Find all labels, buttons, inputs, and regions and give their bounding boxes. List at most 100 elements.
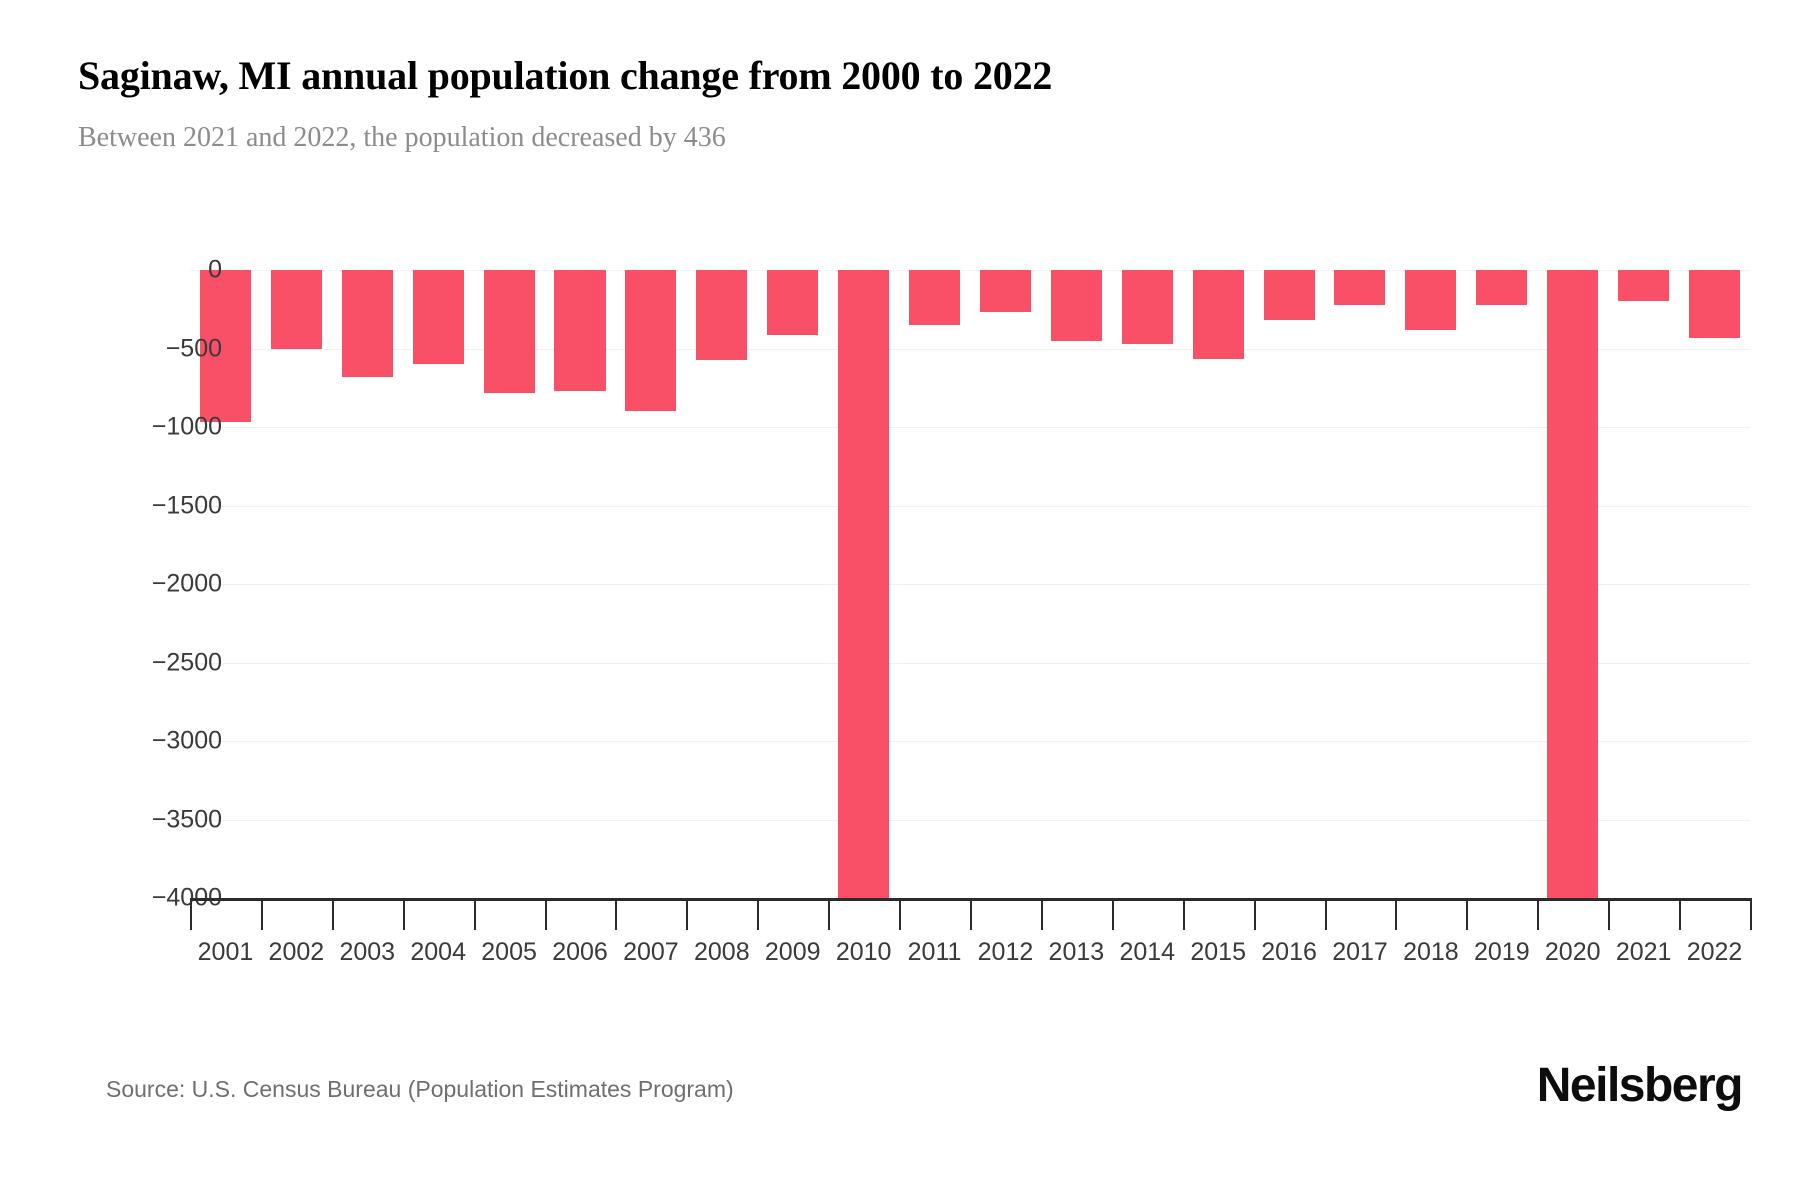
x-axis-tick	[970, 898, 972, 930]
bar[interactable]	[1476, 270, 1528, 305]
bar[interactable]	[554, 270, 606, 391]
bar[interactable]	[1618, 270, 1670, 301]
x-axis-tick-label: 2019	[1474, 938, 1530, 966]
x-axis-tick	[260, 898, 263, 930]
x-axis-tick	[402, 898, 405, 930]
bar-series	[190, 270, 1750, 898]
x-axis-tick	[1537, 898, 1540, 930]
bar[interactable]	[1263, 270, 1315, 320]
bar[interactable]	[1334, 270, 1386, 305]
x-axis-tick-label: 2020	[1544, 938, 1601, 966]
bar-slot	[332, 270, 403, 898]
x-axis-tick	[615, 898, 618, 930]
x-axis-tick-label: 2015	[1190, 938, 1246, 966]
x-axis-tick-label: 2021	[1615, 938, 1672, 966]
bar[interactable]	[1050, 270, 1102, 341]
x-axis-tick	[331, 898, 334, 930]
x-axis-tick-label: 2018	[1403, 938, 1459, 966]
x-axis-tick-label: 2016	[1261, 938, 1317, 966]
y-axis-tick-label: −4000	[151, 883, 222, 912]
bar[interactable]	[767, 270, 819, 336]
bar[interactable]	[1121, 270, 1173, 344]
x-axis-tick-label: 2014	[1119, 938, 1176, 966]
x-axis-tick-label: 2012	[977, 938, 1034, 966]
bar[interactable]	[1405, 270, 1457, 331]
gridline	[190, 584, 1750, 585]
x-axis-tick-label: 2009	[764, 938, 821, 966]
x-axis-tick-label: 2013	[1048, 938, 1105, 966]
bar[interactable]	[199, 270, 251, 422]
x-axis-tick	[1608, 898, 1611, 930]
bar[interactable]	[908, 270, 961, 325]
bar[interactable]	[838, 270, 890, 898]
x-axis-labels: 2001 2002 2003 2004 2005 2006 2007 2008 2009 2010…	[190, 938, 1750, 978]
bar-slot	[1325, 270, 1396, 898]
x-axis-tick	[473, 898, 476, 930]
bar-slot	[1395, 270, 1466, 898]
bar-slot	[970, 270, 1041, 898]
y-axis-tick-label: −3500	[151, 805, 222, 833]
x-axis-tick-label: 2002	[268, 938, 325, 966]
bar-slot	[828, 270, 899, 898]
bar-slot	[403, 270, 474, 898]
gridline	[190, 505, 1750, 507]
x-axis-tick	[899, 898, 902, 930]
gridline	[190, 819, 1750, 821]
x-axis-tick	[1182, 898, 1185, 930]
x-axis-tick-label: 2001	[197, 938, 254, 966]
bar[interactable]	[979, 270, 1031, 313]
bar[interactable]	[412, 270, 464, 365]
x-axis-tick-label: 2022	[1686, 938, 1743, 966]
x-axis-tick	[1040, 898, 1043, 930]
gridline	[190, 427, 1750, 428]
x-axis-tick	[1111, 898, 1114, 930]
bar[interactable]	[341, 270, 393, 377]
x-axis-tick-label: 2007	[623, 938, 679, 966]
x-axis-tick-label: 2003	[339, 938, 396, 966]
plot-area	[190, 270, 1750, 899]
bar-slot	[1112, 270, 1183, 898]
bar[interactable]	[1688, 270, 1740, 339]
bar-slot	[686, 270, 757, 898]
bar[interactable]	[1192, 270, 1244, 359]
bar-slot	[1537, 270, 1608, 898]
source-note: Source: U.S. Census Bureau (Population E…	[106, 1076, 734, 1102]
x-axis-tick	[1679, 898, 1682, 930]
bar-slot	[1041, 270, 1112, 898]
x-axis-tick-label: 2006	[552, 938, 608, 966]
bar[interactable]	[696, 270, 748, 360]
bar-slot	[615, 270, 686, 898]
x-axis-tick	[190, 898, 192, 930]
bar-slot	[899, 270, 970, 898]
bar[interactable]	[483, 270, 535, 393]
page-title: Saginaw, MI annual population change fro…	[78, 53, 1053, 98]
bar-slot	[1608, 270, 1679, 898]
bar[interactable]	[270, 270, 322, 350]
bar-slot	[757, 270, 828, 898]
x-axis-tick	[544, 898, 547, 930]
gridline	[190, 662, 1750, 664]
x-axis-tick	[1253, 898, 1256, 930]
x-axis-tick	[757, 898, 760, 930]
bar-slot	[1679, 270, 1750, 898]
x-axis-tick	[1750, 898, 1752, 930]
x-axis-tick-label: 2010	[835, 938, 892, 966]
y-axis-tick-label: −2500	[151, 648, 222, 676]
x-axis-tick-label: 2008	[694, 938, 750, 966]
y-axis-tick-label: −1500	[151, 491, 222, 519]
bar[interactable]	[625, 270, 677, 411]
x-axis-tick-label: 2011	[907, 938, 962, 966]
bar-slot	[474, 270, 545, 898]
x-axis-tick	[686, 898, 689, 930]
y-axis-tick-label: −3000	[151, 726, 222, 755]
bar-slot	[1183, 270, 1254, 898]
x-axis-tick-label: 2017	[1332, 938, 1388, 966]
y-axis-tick-label: −1000	[151, 412, 222, 441]
x-axis-tick-label: 2004	[410, 938, 466, 966]
y-axis-tick-label: 0	[208, 255, 222, 284]
y-axis-tick-label: −500	[165, 334, 222, 362]
brand-logo: Neilsberg	[1536, 1059, 1744, 1112]
bar-slot	[545, 270, 616, 898]
bar[interactable]	[1547, 270, 1599, 898]
